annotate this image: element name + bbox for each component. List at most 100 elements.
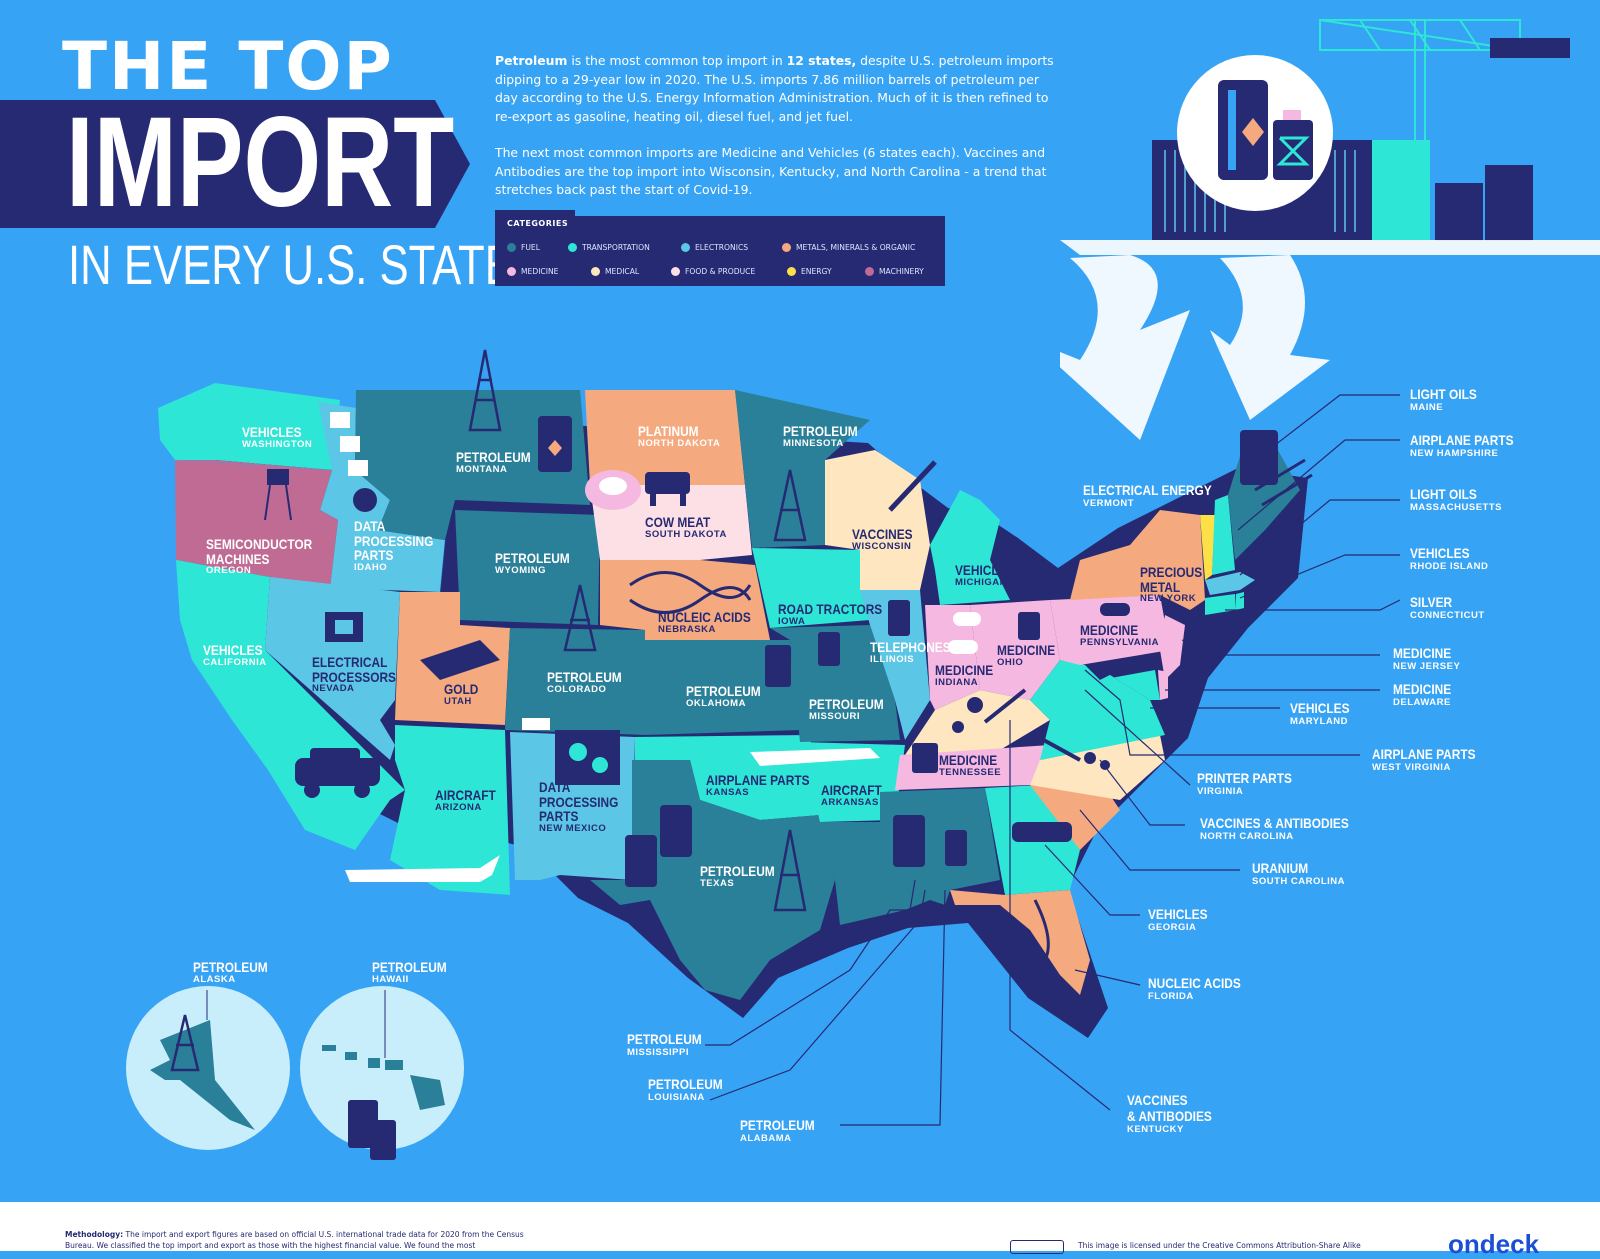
label-state: RHODE ISLAND: [1410, 561, 1489, 572]
label-name: MEDICINE: [1393, 645, 1452, 661]
legend-label: MEDICAL: [605, 267, 640, 276]
label-state: MARYLAND: [1290, 716, 1349, 727]
label-name: PETROLEUM: [783, 423, 858, 439]
legend-label: TRANSPORTATION: [582, 243, 650, 252]
label-state: NORTH CAROLINA: [1200, 831, 1294, 842]
label-name: PARTS: [354, 547, 394, 564]
footer-methodology-text: The import and export figures are based …: [65, 1230, 524, 1250]
state-texas: [590, 760, 835, 1000]
arrows-icon: [1060, 255, 1330, 440]
gear-icon-idaho: [353, 488, 377, 512]
label-name: ELECTRICAL: [312, 654, 388, 670]
label-arkansas: AIRCRAFT ARKANSAS: [821, 783, 893, 808]
us-map: [126, 349, 1401, 1160]
state-missouri: [770, 625, 900, 742]
state-nebraska: [600, 560, 770, 640]
state-new-york: [1070, 510, 1205, 610]
label-name: SILVER: [1410, 594, 1453, 610]
legend-title: CATEGORIES: [507, 219, 569, 228]
creative-commons-icon: [1010, 1240, 1064, 1254]
legend-label: MACHINERY: [879, 267, 924, 276]
label-state: NEBRASKA: [658, 623, 716, 635]
legend-dot-metals: [782, 243, 791, 252]
title-line-2: IMPORT: [66, 91, 455, 234]
state-louisiana: [820, 822, 915, 925]
label-name: AIRPLANE PARTS: [706, 772, 810, 788]
label-state: GEORGIA: [1148, 922, 1197, 933]
intro-text-1: is the most common top import in: [567, 53, 787, 68]
semiconductor-icon-oregon: [264, 469, 292, 521]
footer: [0, 1202, 1600, 1251]
state-nevada: [265, 577, 400, 760]
crane-container: [1490, 38, 1570, 58]
label-state: NEVADA: [312, 683, 355, 695]
title-line-1: THE TOP: [62, 28, 394, 105]
oil-derrick-icon-colorado: [563, 584, 597, 652]
label-state: VERMONT: [1083, 498, 1134, 509]
label-state: TEXAS: [700, 877, 735, 889]
crane-icon: [1319, 19, 1521, 150]
state-pennsylvania: [1050, 595, 1170, 665]
car-icon-california: [295, 748, 380, 798]
label-state: ALABAMA: [740, 1133, 792, 1144]
label-name: PETROLEUM: [648, 1076, 723, 1092]
label-state: MAINE: [1410, 402, 1444, 413]
label-name: VEHICLES: [203, 642, 263, 658]
state-north-dakota: [585, 390, 745, 485]
label-name: DATA: [539, 779, 571, 795]
label-state: NEW MEXICO: [539, 823, 607, 835]
label-name: PETROLEUM: [700, 863, 775, 879]
legend-dot-medical: [591, 267, 600, 276]
ondeck-logo[interactable]: ondeck: [1448, 1229, 1540, 1259]
label-name: PLATINUM: [638, 423, 699, 439]
label-name: NUCLEIC ACIDS: [658, 609, 751, 625]
label-state: CONNECTICUT: [1410, 610, 1485, 621]
state-arkansas: [800, 742, 905, 822]
label-state: MICHIGAN: [955, 576, 1008, 588]
label-name: PRECIOUS: [1140, 564, 1203, 580]
label-state: MISSOURI: [809, 710, 860, 722]
label-name: VEHICLES: [1290, 700, 1350, 716]
state-illinois: [860, 590, 930, 740]
label-name: AIRCRAFT: [821, 782, 882, 798]
intro-text-2: despite U.S. petroleum imports dipping t…: [495, 53, 1054, 124]
state-arizona: [390, 725, 510, 895]
callout-maryland: VEHICLES MARYLAND: [1290, 700, 1360, 727]
state-south-carolina: [1030, 780, 1120, 850]
legend-label: FUEL: [521, 243, 540, 252]
syringe-icon-north-carolina: [1039, 736, 1081, 762]
syringe-icon-wisconsin: [888, 460, 937, 512]
label-name: PETROLEUM: [809, 696, 884, 712]
callout-kentucky: VACCINES & ANTIBODIES KENTUCKY: [1127, 1092, 1227, 1135]
legend-dot-electronics: [681, 243, 690, 252]
label-nevada: ELECTRICAL PROCESSORS NEVADA: [312, 655, 411, 694]
label-name: PETROLEUM: [193, 959, 268, 975]
label-name: PRINTER PARTS: [1197, 770, 1292, 786]
label-state: KANSAS: [706, 786, 750, 798]
label-state: WASHINGTON: [242, 438, 313, 450]
oil-derrick-icon-texas: [773, 829, 807, 912]
label-state: MONTANA: [456, 463, 508, 475]
airplane-icon-arizona: [345, 855, 500, 882]
label-minnesota: PETROLEUM MINNESOTA: [783, 424, 871, 449]
footer-methodology: Methodology: The import and export figur…: [65, 1229, 555, 1251]
callout-rhode-island: VEHICLES RHODE ISLAND: [1410, 545, 1488, 572]
callout-west-virginia: AIRPLANE PARTS WEST VIRGINIA: [1372, 746, 1494, 773]
callout-maine: LIGHT OILS MAINE: [1410, 386, 1489, 413]
label-ohio: MEDICINE OHIO: [997, 643, 1065, 668]
label-state: NEW HAMPSHIRE: [1410, 448, 1499, 459]
label-name: PETROLEUM: [495, 550, 570, 566]
label-north-dakota: PLATINUM NORTH DAKOTA: [638, 424, 720, 449]
legend-dot-medicine: [507, 267, 516, 276]
medicine-bottle-icon-tennessee: [912, 743, 938, 773]
label-texas: PETROLEUM TEXAS: [700, 864, 788, 889]
label-name: AIRPLANE PARTS: [1410, 432, 1514, 448]
label-illinois: TELEPHONES ILLINOIS: [870, 640, 965, 665]
intro-paragraph-1: Petroleum is the most common top import …: [495, 52, 1055, 126]
callout-new-hampshire: AIRPLANE PARTS NEW HAMPSHIRE: [1410, 432, 1532, 459]
label-state: SOUTH CAROLINA: [1252, 876, 1346, 887]
label-state: ARIZONA: [435, 801, 482, 813]
legend-dot-fuel: [507, 243, 516, 252]
label-california: VEHICLES CALIFORNIA: [203, 643, 273, 668]
legend-dot-energy: [787, 267, 796, 276]
